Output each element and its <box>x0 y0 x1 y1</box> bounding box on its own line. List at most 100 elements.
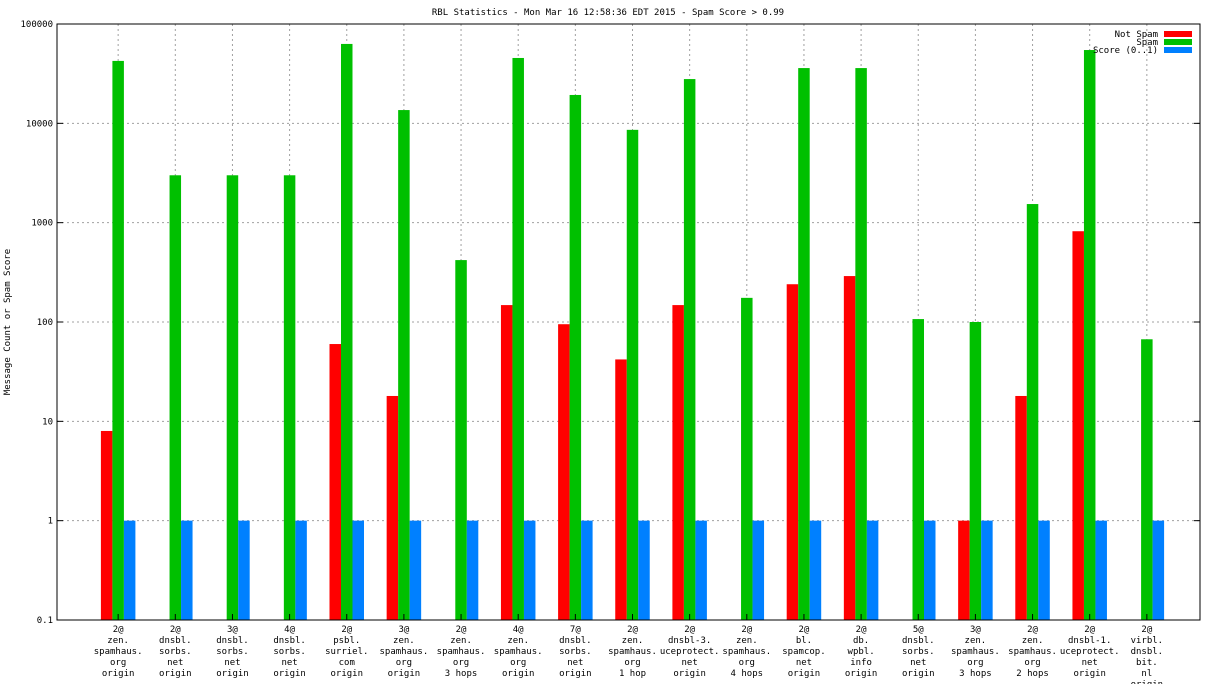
x-tick-label-line: dnsbl. <box>159 636 192 646</box>
x-tick-label-line: 7@ <box>570 625 581 635</box>
x-tick-label-line: 5@ <box>913 625 924 635</box>
x-tick-label-line: 3 hops <box>959 669 992 679</box>
x-tick-label-line: 2@ <box>627 625 638 635</box>
x-tick-label-line: origin <box>902 669 935 679</box>
x-tick-label-line: 2@ <box>456 625 467 635</box>
bar-score <box>809 520 822 620</box>
bar-score <box>352 520 364 620</box>
x-tick-label-line: origin <box>1073 669 1106 679</box>
x-tick-label-line: dnsbl-3. <box>668 636 711 646</box>
x-tick-label: 2@ db. wpbl. info origin <box>845 625 878 679</box>
x-tick-label-line: org <box>110 658 126 668</box>
bar-not-spam <box>843 276 856 620</box>
bar-spam <box>912 319 924 620</box>
x-tick-label: 2@ dnsbl-3. uceprotect. net origin <box>660 625 720 679</box>
bar-score <box>752 520 765 620</box>
bar-not-spam <box>958 520 970 620</box>
x-tick-label-line: net <box>567 658 583 668</box>
x-tick-label-line: zen. <box>107 636 129 646</box>
x-tick-label-line: spamhaus. <box>94 647 143 657</box>
x-tick-label: 5@ dnsbl. sorbs. net origin <box>902 625 935 679</box>
x-tick-label: 2@ dnsbl-1. uceprotect. net origin <box>1060 625 1120 679</box>
x-tick-label-line: spamhaus. <box>1008 647 1057 657</box>
x-tick-label-line: sorbs. <box>902 647 935 657</box>
x-tick-label-line: psbl. <box>333 636 360 646</box>
legend-label: Spam <box>1136 38 1158 48</box>
x-tick-label-line: zen. <box>965 636 987 646</box>
x-tick-label-line: zen. <box>393 636 415 646</box>
bar-spam <box>112 60 124 620</box>
x-tick-label: 2@ zen. spamhaus. org origin <box>94 625 143 679</box>
bar-not-spam <box>329 344 341 620</box>
bar-score <box>466 520 479 620</box>
y-tick-label: 100000 <box>20 20 53 30</box>
x-tick-label-line: net <box>167 658 183 668</box>
x-tick-label-line: 1 hop <box>619 669 646 679</box>
x-tick-label-line: bl. <box>796 636 812 646</box>
x-tick-label-line: dnsbl. <box>902 636 935 646</box>
bar-score <box>981 520 993 620</box>
bar-score <box>181 520 193 620</box>
bar-not-spam <box>1015 395 1027 620</box>
x-tick-label-line: net <box>1082 658 1098 668</box>
bar-score <box>1152 520 1165 620</box>
x-tick-label-line: 3@ <box>227 625 238 635</box>
bar-spam <box>169 175 182 620</box>
bar-not-spam <box>558 324 570 620</box>
legend-label: Score (0..1) <box>1093 46 1158 56</box>
x-tick-label-line: spamcop. <box>782 647 825 657</box>
x-tick-label: 2@ zen. spamhaus. org 1 hop <box>608 625 657 679</box>
x-tick-label-line: 2@ <box>1027 625 1038 635</box>
x-tick-label-line: dnsbl. <box>216 636 249 646</box>
x-tick-label-line: sorbs. <box>273 647 306 657</box>
bar-spam <box>969 322 982 620</box>
x-tick-label: 3@ dnsbl. sorbs. net origin <box>216 625 249 679</box>
bar-spam <box>283 175 296 620</box>
x-tick-label-line: zen. <box>450 636 472 646</box>
y-tick-label: 0.1 <box>37 616 53 626</box>
x-tick-label: 2@ zen. spamhaus. org 4 hops <box>722 625 771 679</box>
x-tick-label-line: zen. <box>507 636 529 646</box>
bar-not-spam <box>1072 231 1084 620</box>
x-tick-label-line: net <box>910 658 926 668</box>
x-tick-label-line: net <box>682 658 698 668</box>
x-tick-label: 3@ zen. spamhaus. org 3 hops <box>951 625 1000 679</box>
x-tick-label-line: info <box>850 658 872 668</box>
legend-label: Not Spam <box>1115 30 1158 40</box>
x-tick-label-line: uceprotect. <box>660 647 720 657</box>
x-tick-label-line: 2@ <box>741 625 752 635</box>
x-tick-label-line: org <box>1024 658 1040 668</box>
x-tick-label-line: origin <box>330 669 363 679</box>
x-tick-label-line: spamhaus. <box>951 647 1000 657</box>
x-tick-label: 2@ zen. spamhaus. org 3 hops <box>437 625 486 679</box>
x-tick-label-line: origin <box>788 669 821 679</box>
bar-score <box>1038 520 1050 620</box>
y-tick-label: 10000 <box>26 119 53 129</box>
bar-score <box>409 520 422 620</box>
bar-score <box>924 520 936 620</box>
x-tick-label-line: dnsbl. <box>1131 647 1164 657</box>
bar-spam <box>798 68 810 620</box>
x-tick-label-line: origin <box>845 669 878 679</box>
bar-spam <box>226 175 239 620</box>
x-tick-label-line: spamhaus. <box>494 647 543 657</box>
x-tick-label: 2@virbl.dnsbl.bit.nlorigin <box>1131 625 1164 684</box>
x-tick-label-line: org <box>510 658 526 668</box>
x-tick-label-line: nl <box>1141 669 1152 679</box>
x-tick-label: 7@ dnsbl. sorbs. net origin <box>559 625 592 679</box>
x-tick-label-line: wpbl. <box>848 647 875 657</box>
y-axis-label: Message Count or Spam Score <box>3 249 13 395</box>
x-tick-label-line: sorbs. <box>559 647 592 657</box>
x-tick-label: 4@ dnsbl. sorbs. net origin <box>273 625 306 679</box>
x-tick-label-line: origin <box>673 669 706 679</box>
x-tick-label-line: org <box>967 658 983 668</box>
bar-spam <box>512 57 524 620</box>
bar-score <box>1095 520 1107 620</box>
x-tick-label-line: 3@ <box>398 625 409 635</box>
x-tick-label: 2@ psbl. surriel. com origin <box>325 625 368 679</box>
x-tick-label-line: dnsbl. <box>559 636 592 646</box>
bar-spam <box>1026 204 1039 620</box>
x-tick-label: 2@ zen. spamhaus. org 2 hops <box>1008 625 1057 679</box>
x-tick-label-line: 2@ <box>170 625 181 635</box>
